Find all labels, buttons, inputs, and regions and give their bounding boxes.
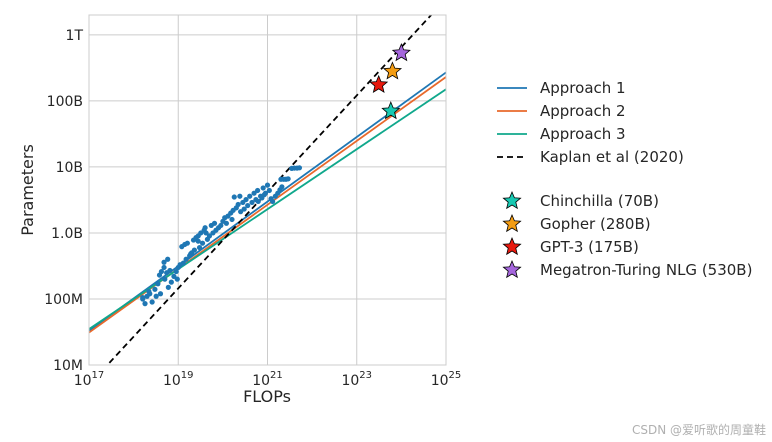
y-axis-label: Parameters <box>18 144 37 236</box>
scatter-point <box>162 276 168 282</box>
scatter-point <box>260 185 266 191</box>
y-tick-label: 1T <box>66 28 84 44</box>
scatter-point <box>279 184 285 190</box>
y-tick-label: 100B <box>47 94 83 110</box>
scatter-point <box>296 165 303 171</box>
y-tick-label: 1.0B <box>51 226 83 242</box>
x-axis-label: FLOPs <box>243 387 291 406</box>
scatter-point <box>180 260 186 266</box>
scatter-point <box>255 187 261 194</box>
scatter-point <box>140 294 146 301</box>
scatter-point <box>285 176 291 182</box>
legend-label: Approach 3 <box>540 125 626 143</box>
plot-frame <box>88 14 447 366</box>
scatter-point <box>152 286 158 292</box>
scatter-point <box>183 256 189 262</box>
scatter-points <box>140 165 303 307</box>
scatter-point <box>223 220 230 226</box>
scatter-point <box>149 299 155 305</box>
scatter-point <box>153 293 159 299</box>
x-tick-label: 1025 <box>431 370 462 389</box>
scatter-point <box>229 216 235 223</box>
model-star-marker <box>391 43 411 62</box>
legend-star-swatch <box>502 190 522 210</box>
scatter-point <box>184 240 190 246</box>
scatter-point <box>202 225 208 231</box>
scatter-point <box>247 193 253 199</box>
scatter-point <box>264 182 271 188</box>
scatter-point <box>211 220 218 226</box>
legend-label: Approach 2 <box>540 102 626 120</box>
scatter-point <box>142 301 148 307</box>
scatter-point <box>173 268 179 275</box>
legend: Approach 1 Approach 2 Approach 3 Kaplan et … <box>497 79 752 279</box>
scatter-point <box>196 244 203 251</box>
scatter-point <box>188 251 194 257</box>
watermark: CSDN @爱听歌的周童鞋 <box>632 422 766 437</box>
legend-label: Chinchilla (70B) <box>540 192 659 210</box>
scatter-point <box>195 238 201 244</box>
scatter-point <box>269 198 276 205</box>
x-tick-label: 1017 <box>74 370 105 389</box>
scatter-point <box>168 279 174 285</box>
scatter-point <box>235 201 241 208</box>
x-tick-label: 1023 <box>341 370 372 389</box>
scatter-point <box>161 259 167 265</box>
scatter-point <box>158 268 165 275</box>
scatter-point <box>155 281 161 287</box>
model-markers <box>369 43 411 120</box>
x-tick-label: 1019 <box>163 370 194 389</box>
x-axis-ticks: 1017 1019 1021 1023 1025 <box>74 370 462 389</box>
scatter-point <box>241 206 247 212</box>
scatter-point <box>218 222 224 229</box>
scatter-point <box>167 267 173 274</box>
scatter-point <box>249 199 255 206</box>
model-star-marker <box>382 61 403 80</box>
scatter-point <box>203 230 209 236</box>
scatter-point <box>237 193 243 199</box>
scatter-point <box>165 284 171 290</box>
legend-label: Megatron-Turing NLG (530B) <box>540 261 752 279</box>
legend-star-swatch <box>502 259 522 279</box>
scatter-point <box>251 190 257 196</box>
y-tick-label: 10M <box>53 358 83 374</box>
scatter-point <box>191 247 197 253</box>
scatter-point <box>165 256 171 262</box>
legend-star-swatch <box>502 213 522 233</box>
y-tick-label: 10B <box>56 160 83 176</box>
scatter-point <box>255 198 261 205</box>
model-star-marker <box>381 101 401 120</box>
scatter-point <box>261 192 267 198</box>
y-axis-ticks: 10M 100M 1.0B 10B 100B 1T <box>44 28 83 374</box>
legend-label: Kaplan et al (2020) <box>540 148 684 166</box>
legend-label: GPT-3 (175B) <box>540 238 639 256</box>
scatter-point <box>231 194 237 200</box>
scatter-point <box>245 202 251 209</box>
scatter-point <box>266 187 272 194</box>
scatter-point <box>199 240 206 246</box>
scatter-point <box>174 276 180 282</box>
scatter-point <box>157 291 164 297</box>
legend-label: Gopher (280B) <box>540 215 651 233</box>
x-tick-label: 1021 <box>252 370 283 389</box>
scatter-point <box>206 233 213 239</box>
y-tick-label: 100M <box>44 292 83 308</box>
model-star-marker <box>369 74 389 93</box>
scatter-point <box>146 288 152 295</box>
legend-label: Approach 1 <box>540 79 626 97</box>
scatter-point <box>243 196 249 203</box>
legend-star-swatch <box>502 236 522 256</box>
scatter-point <box>161 264 167 271</box>
